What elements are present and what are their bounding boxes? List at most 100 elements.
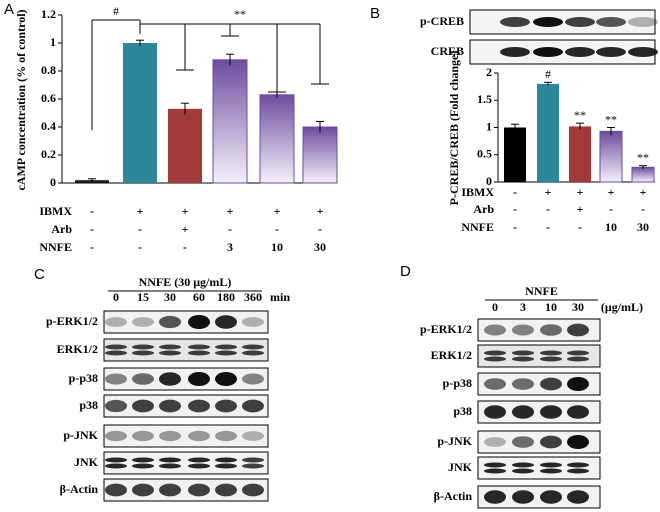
- blot-band: [132, 344, 154, 350]
- blot-band: [567, 377, 589, 391]
- blot-band: [567, 350, 589, 356]
- blot-band: [512, 436, 534, 448]
- bar: [537, 83, 559, 182]
- blot-band: [188, 344, 210, 350]
- treatment-value: +: [640, 185, 647, 199]
- blot-band: [132, 399, 154, 413]
- blot-band: [242, 344, 264, 350]
- blot-band: [512, 324, 534, 336]
- blot-band: [512, 350, 534, 356]
- blot-band: [512, 462, 534, 468]
- blot-label: p-p38: [443, 376, 472, 390]
- treatment-value: +: [577, 185, 584, 199]
- panel-label: D: [400, 263, 411, 280]
- blot-band: [242, 483, 264, 497]
- lane-label: 60: [193, 290, 205, 304]
- bar: [259, 94, 295, 184]
- blot-band: [105, 317, 127, 327]
- blot-header: NNFE (30 μg/mL): [139, 275, 232, 289]
- blot-band: [540, 435, 562, 449]
- bar: [504, 127, 526, 182]
- blot-band: [132, 317, 154, 327]
- blot-band: [500, 17, 530, 27]
- blot-band: [533, 47, 563, 57]
- blot-band: [159, 344, 181, 350]
- blot-band: [215, 399, 237, 413]
- blot-band: [242, 431, 264, 441]
- blot-band: [215, 350, 237, 356]
- blot-label: p38: [453, 404, 472, 418]
- blot-frame: [477, 400, 601, 424]
- treatment-value: 30: [637, 220, 649, 234]
- blot-band: [188, 399, 210, 413]
- blot-band: [484, 378, 506, 390]
- blot-band: [105, 350, 127, 356]
- treatment-value: -: [183, 240, 187, 254]
- blot-band: [567, 462, 589, 468]
- treatment-value: -: [90, 240, 94, 254]
- blot-header: NNFE: [525, 284, 558, 298]
- treatment-value: +: [608, 185, 615, 199]
- blot-band: [242, 463, 264, 469]
- blot-band: [567, 490, 589, 504]
- treatment-value: +: [182, 222, 189, 236]
- treatment-value: +: [274, 204, 281, 218]
- treatment-name: NNFE: [39, 240, 72, 254]
- treatment-value: -: [138, 222, 142, 236]
- blot-frame: [477, 430, 601, 454]
- blot-band: [242, 317, 264, 327]
- blot-label: p-CREB: [420, 14, 464, 28]
- treatment-value: +: [182, 204, 189, 218]
- bar: [569, 126, 591, 182]
- treatment-value: -: [546, 220, 550, 234]
- y-tick-label: 0.4: [41, 119, 56, 133]
- blot-label: p-JNK: [63, 428, 98, 442]
- y-axis-label: cAMP concentration (% of control): [14, 9, 28, 190]
- blot-band: [533, 17, 563, 27]
- significance: **: [234, 7, 246, 21]
- blot-band: [188, 463, 210, 469]
- blot-band: [484, 462, 506, 468]
- blot-band: [132, 373, 154, 385]
- blot-band: [596, 47, 626, 57]
- blot-band: [188, 430, 210, 442]
- blot-band: [512, 378, 534, 390]
- blot-band: [540, 490, 562, 504]
- treatment-value: -: [513, 202, 517, 216]
- blot-band: [540, 405, 562, 419]
- blot-band: [565, 47, 595, 57]
- y-tick-label: 0.2: [41, 147, 56, 161]
- blot-label: p-ERK1/2: [46, 314, 98, 328]
- lane-label: 3: [520, 300, 526, 314]
- blot-band: [512, 405, 534, 419]
- blot-band: [159, 430, 181, 442]
- significance: **: [574, 108, 586, 122]
- blot-band: [188, 483, 210, 497]
- blot-band: [132, 350, 154, 356]
- blot-band: [540, 462, 562, 468]
- treatment-value: 30: [314, 240, 326, 254]
- blot-band: [105, 457, 127, 463]
- blot-frame: [103, 451, 269, 475]
- panel-label: C: [34, 266, 45, 283]
- blot-band: [242, 373, 264, 385]
- blot-frame: [477, 485, 601, 509]
- blot-label: β-Actin: [434, 489, 473, 503]
- treatment-value: 10: [605, 220, 617, 234]
- lane-unit: (μg/mL): [601, 300, 643, 314]
- blot-band: [540, 377, 562, 391]
- blot-band: [567, 356, 589, 362]
- blot-band: [540, 356, 562, 362]
- lane-label: 0: [113, 290, 119, 304]
- blot-band: [188, 457, 210, 463]
- blot-band: [188, 350, 210, 356]
- treatment-value: 3: [227, 240, 233, 254]
- blot-band: [215, 483, 237, 497]
- blot-band: [159, 457, 181, 463]
- blot-band: [484, 405, 506, 419]
- blot-band: [105, 344, 127, 350]
- blot-band: [132, 463, 154, 469]
- blot-band: [105, 373, 127, 385]
- blot-band: [628, 17, 658, 27]
- blot-band: [188, 315, 210, 329]
